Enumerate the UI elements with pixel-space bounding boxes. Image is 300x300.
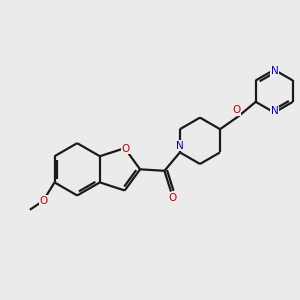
Text: N: N [271, 66, 279, 76]
Text: O: O [232, 105, 241, 115]
Text: N: N [176, 141, 184, 151]
Text: N: N [271, 106, 279, 116]
Text: O: O [168, 193, 176, 203]
Text: O: O [39, 196, 47, 206]
Text: O: O [121, 144, 129, 154]
